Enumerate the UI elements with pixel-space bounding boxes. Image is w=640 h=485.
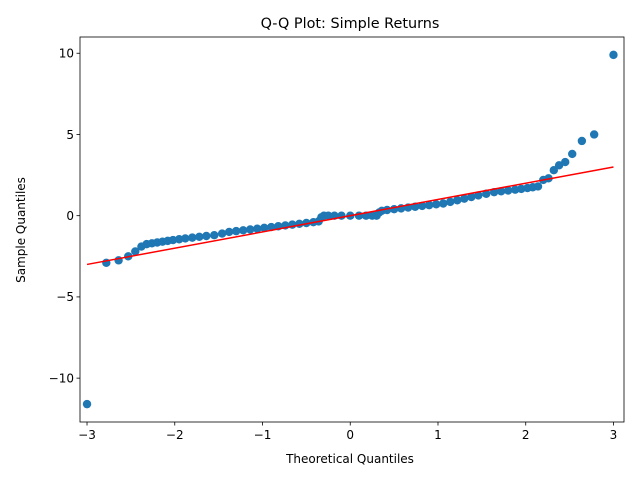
y-tick-label: 10 — [59, 47, 74, 61]
sample-quantile-point — [417, 201, 427, 211]
sample-quantile-point — [432, 200, 441, 209]
sample-quantile-point — [467, 192, 476, 202]
sample-quantile-point — [577, 136, 587, 146]
sample-quantile-point — [324, 211, 333, 220]
axes-frame — [79, 36, 625, 423]
sample-quantile-point — [260, 223, 269, 233]
sample-quantile-point — [217, 229, 227, 238]
sample-quantile-point — [561, 157, 570, 167]
sample-quantile-point — [253, 224, 262, 233]
y-tick-label: 5 — [66, 128, 74, 142]
sample-quantile-point — [453, 196, 462, 205]
chart-title: Q-Q Plot: Simple Returns — [261, 16, 440, 32]
x-tick-label: 0 — [346, 428, 354, 442]
x-tick-label: −1 — [254, 428, 272, 442]
sample-quantile-point — [517, 184, 526, 194]
sample-quantile-point — [302, 218, 311, 228]
y-axis-label: Sample Quantiles — [14, 177, 28, 283]
reference-line — [86, 166, 614, 266]
sample-quantile-point — [511, 185, 520, 194]
sample-quantile-point — [267, 222, 276, 232]
y-tick-label: −10 — [49, 371, 74, 385]
sample-quantile-point — [168, 235, 178, 245]
sample-quantile-point — [439, 199, 448, 208]
sample-quantile-point — [246, 225, 255, 234]
x-axis-label: Theoretical Quantiles — [285, 452, 414, 466]
sample-quantile-point — [202, 231, 211, 241]
sample-quantile-point — [210, 230, 219, 240]
sample-quantile-point — [609, 50, 618, 60]
y-tick-label: −5 — [56, 290, 74, 304]
x-tick-label: −3 — [78, 428, 96, 442]
sample-quantile-point — [425, 200, 434, 210]
sample-quantile-point — [589, 130, 599, 139]
sample-quantile-point — [224, 227, 234, 237]
sample-quantile-point — [496, 187, 506, 196]
sample-quantile-point — [446, 197, 455, 207]
sample-quantile-point — [239, 226, 248, 235]
sample-quantile-point — [460, 194, 469, 203]
sample-quantile-point — [82, 399, 92, 409]
sample-quantile-point — [188, 233, 197, 242]
y-tick-label: 0 — [66, 209, 74, 223]
x-tick-label: 3 — [610, 428, 618, 442]
sample-quantile-point — [568, 149, 577, 159]
sample-quantile-point — [337, 211, 346, 220]
sample-quantile-point — [554, 161, 564, 170]
sample-quantile-point — [533, 182, 543, 191]
sample-quantile-point — [131, 247, 140, 256]
sample-quantile-point — [231, 226, 241, 236]
sample-quantile-point — [181, 234, 190, 243]
x-tick-label: −2 — [166, 428, 184, 442]
sample-quantile-point — [503, 186, 513, 195]
sample-quantile-point — [174, 235, 184, 244]
plot-area — [82, 50, 618, 409]
sample-quantile-point — [474, 191, 483, 200]
sample-quantile-point — [195, 232, 204, 242]
x-tick-label: 2 — [522, 428, 530, 442]
sample-quantile-point — [549, 166, 559, 175]
x-tick-label: 1 — [434, 428, 442, 442]
